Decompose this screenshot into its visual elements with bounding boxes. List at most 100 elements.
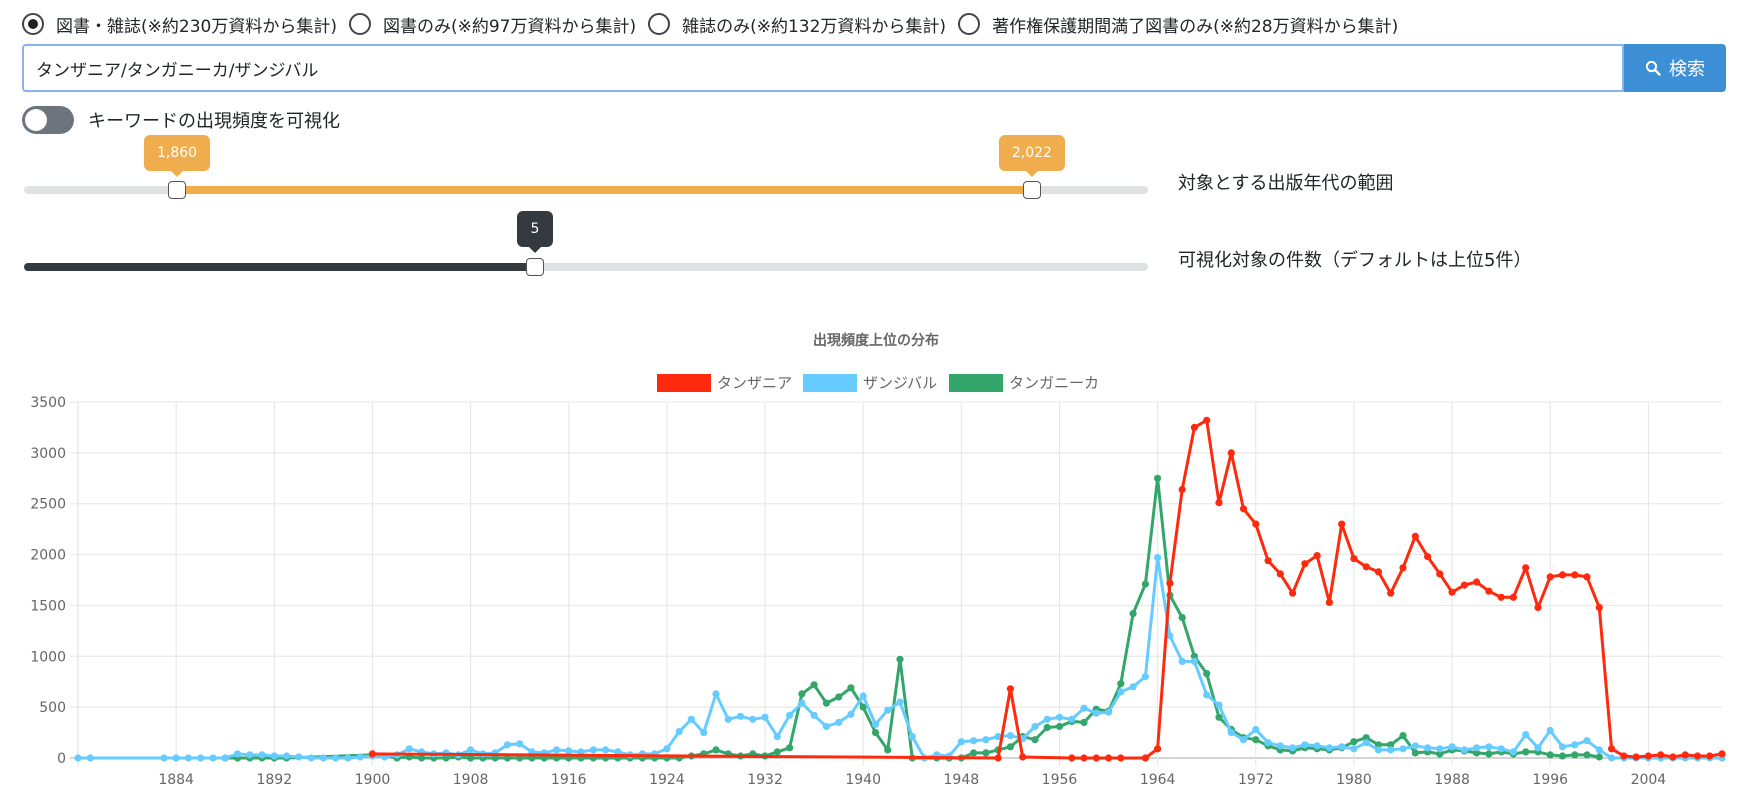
data-point[interactable] <box>786 744 794 752</box>
data-point[interactable] <box>1166 632 1174 640</box>
data-point[interactable] <box>1534 603 1542 612</box>
data-point[interactable] <box>970 749 978 757</box>
toggle-knob[interactable] <box>25 109 47 131</box>
data-point[interactable] <box>1080 718 1088 726</box>
data-point[interactable] <box>1031 736 1039 744</box>
visualize-toggle-switch[interactable] <box>22 106 74 134</box>
data-point[interactable] <box>982 736 990 744</box>
data-point[interactable] <box>1522 731 1530 739</box>
data-point[interactable] <box>1362 563 1370 571</box>
data-point[interactable] <box>1313 552 1321 560</box>
data-point[interactable] <box>1522 564 1530 572</box>
data-point[interactable] <box>1129 610 1137 618</box>
data-point[interactable] <box>1338 520 1346 528</box>
data-point[interactable] <box>822 699 831 707</box>
search-button[interactable]: 検索 <box>1624 44 1726 92</box>
data-point[interactable] <box>896 655 904 663</box>
data-point[interactable] <box>1350 745 1358 753</box>
legend-label[interactable]: ザンジバル <box>863 374 937 392</box>
data-point[interactable] <box>1706 752 1714 760</box>
data-point[interactable] <box>1399 732 1407 740</box>
data-point[interactable] <box>1436 570 1444 578</box>
data-point[interactable] <box>1350 738 1358 746</box>
data-point[interactable] <box>1203 416 1211 424</box>
data-point[interactable] <box>1595 603 1603 612</box>
data-point[interactable] <box>467 746 475 754</box>
data-point[interactable] <box>1055 722 1064 731</box>
data-point[interactable] <box>871 729 880 737</box>
scope-option-magazines-only[interactable]: 雑誌のみ(※約132万資料から集計) <box>648 12 946 37</box>
data-point[interactable] <box>503 741 511 749</box>
legend-label[interactable]: タンザニア <box>717 374 792 392</box>
radio-unselected-icon[interactable] <box>348 13 371 35</box>
data-point[interactable] <box>1080 704 1088 712</box>
data-point[interactable] <box>1117 688 1125 696</box>
data-point[interactable] <box>1252 725 1260 734</box>
data-point[interactable] <box>1387 746 1395 754</box>
data-point[interactable] <box>1141 580 1149 588</box>
data-point[interactable] <box>859 692 867 700</box>
data-point[interactable] <box>736 712 745 720</box>
data-point[interactable] <box>1583 751 1591 759</box>
data-point[interactable] <box>1558 571 1567 579</box>
data-point[interactable] <box>197 754 205 762</box>
data-point[interactable] <box>712 746 720 754</box>
radio-unselected-icon[interactable] <box>958 13 981 35</box>
data-point[interactable] <box>1509 593 1517 601</box>
data-point[interactable] <box>1227 729 1235 737</box>
data-point[interactable] <box>442 754 450 762</box>
data-point[interactable] <box>675 728 683 736</box>
data-point[interactable] <box>1006 732 1015 740</box>
data-point[interactable] <box>1546 751 1554 759</box>
data-point[interactable] <box>1154 745 1162 753</box>
scope-option-books-only[interactable]: 図書のみ(※約97万資料から集計) <box>348 12 636 37</box>
data-point[interactable] <box>1497 745 1505 753</box>
data-point[interactable] <box>184 754 192 762</box>
data-point[interactable] <box>1473 749 1481 757</box>
data-point[interactable] <box>565 747 573 755</box>
data-point[interactable] <box>700 729 708 737</box>
data-point[interactable] <box>1006 743 1015 751</box>
year-range-max-handle[interactable] <box>1022 181 1041 199</box>
data-point[interactable] <box>307 754 315 762</box>
data-point[interactable] <box>1399 564 1407 572</box>
data-point[interactable] <box>1485 587 1493 595</box>
data-point[interactable] <box>1644 752 1652 760</box>
data-point[interactable] <box>1068 715 1076 723</box>
data-point[interactable] <box>1203 670 1211 678</box>
data-point[interactable] <box>884 706 892 714</box>
data-point[interactable] <box>1583 573 1591 581</box>
data-point[interactable] <box>810 681 818 689</box>
data-point[interactable] <box>871 720 880 728</box>
scope-option-public-domain-books[interactable]: 著作権保護期間満了図書のみ(※約28万資料から集計) <box>958 12 1398 37</box>
data-point[interactable] <box>810 711 818 719</box>
data-point[interactable] <box>1031 722 1039 731</box>
data-point[interactable] <box>1215 701 1223 709</box>
data-point[interactable] <box>1154 554 1162 562</box>
data-point[interactable] <box>319 754 327 762</box>
data-point[interactable] <box>246 751 254 759</box>
data-point[interactable] <box>1227 449 1235 457</box>
data-point[interactable] <box>552 746 561 754</box>
data-point[interactable] <box>368 750 376 758</box>
data-point[interactable] <box>1534 744 1542 752</box>
data-point[interactable] <box>957 738 965 746</box>
data-point[interactable] <box>1485 743 1493 751</box>
data-point[interactable] <box>1460 581 1468 589</box>
data-point[interactable] <box>1190 657 1198 665</box>
data-point[interactable] <box>577 748 585 756</box>
data-point[interactable] <box>1350 555 1358 563</box>
data-point[interactable] <box>982 749 990 757</box>
data-point[interactable] <box>1105 708 1113 716</box>
data-point[interactable] <box>160 754 168 762</box>
data-point[interactable] <box>884 746 892 754</box>
data-point[interactable] <box>1215 713 1223 721</box>
data-point[interactable] <box>283 752 291 760</box>
data-point[interactable] <box>847 684 855 692</box>
data-point[interactable] <box>1522 748 1530 756</box>
data-point[interactable] <box>1460 746 1468 754</box>
data-point[interactable] <box>1411 742 1419 750</box>
data-point[interactable] <box>798 699 806 707</box>
data-point[interactable] <box>1105 754 1113 762</box>
data-point[interactable] <box>1080 754 1088 762</box>
